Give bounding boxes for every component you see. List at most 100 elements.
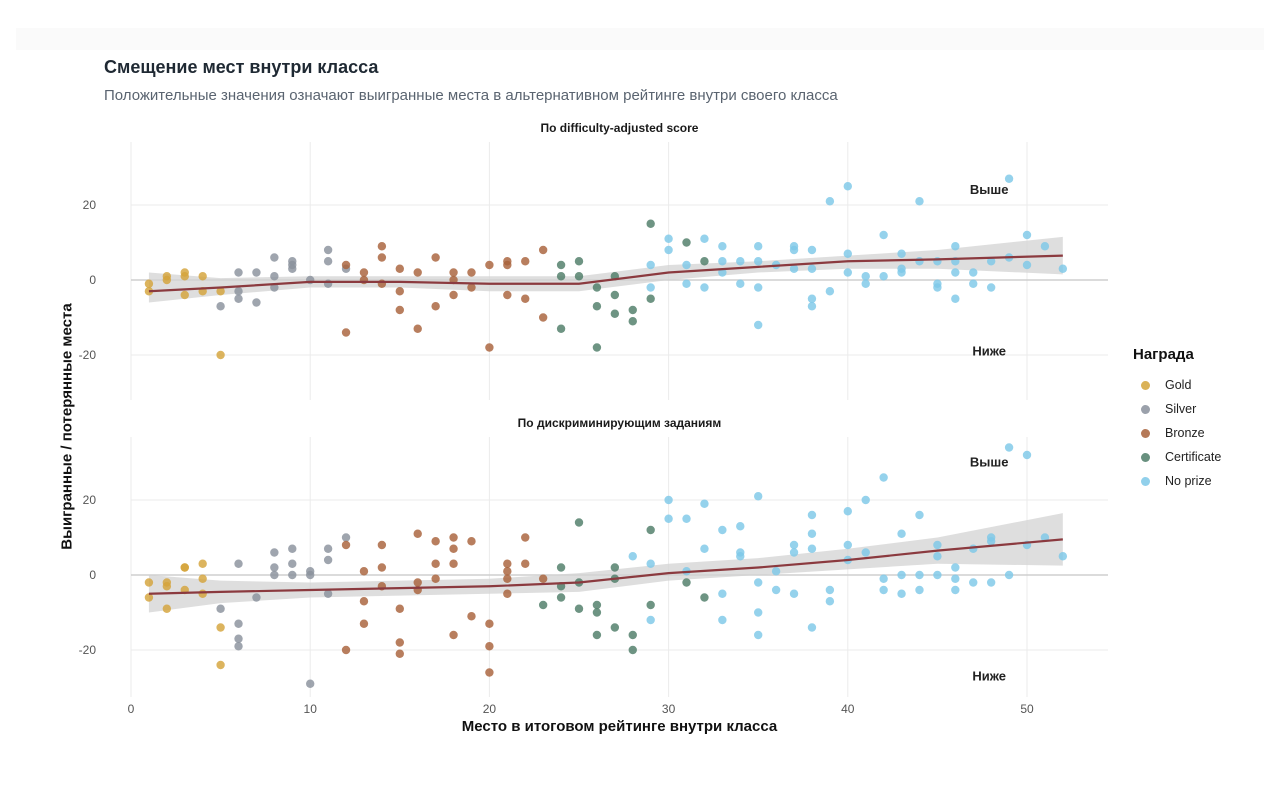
data-point-bronze	[341, 328, 351, 337]
data-point-certificate	[610, 623, 620, 632]
data-point-no-prize	[933, 540, 942, 550]
y-tick-label: -20	[79, 643, 97, 657]
data-point-no-prize	[915, 197, 924, 206]
facet-strip-top: По difficulty-adjusted score	[540, 121, 699, 135]
data-point-no-prize	[879, 473, 888, 482]
data-point-certificate	[556, 593, 566, 602]
data-point-silver	[234, 619, 243, 628]
data-point-silver	[323, 555, 333, 565]
legend-swatch-bronze	[1141, 428, 1150, 438]
data-point-silver	[270, 563, 279, 572]
legend-swatch-silver	[1141, 404, 1150, 414]
data-point-no-prize	[915, 510, 924, 520]
data-point-no-prize	[682, 260, 691, 270]
data-point-no-prize	[807, 302, 817, 311]
data-point-no-prize	[1004, 570, 1014, 580]
data-point-no-prize	[969, 279, 978, 288]
x-tick-label: 50	[1020, 702, 1034, 716]
data-point-bronze	[377, 253, 387, 262]
data-point-silver	[288, 559, 297, 568]
annotation-above: Выше	[970, 182, 1009, 197]
data-point-no-prize	[807, 245, 817, 255]
data-point-no-prize	[1058, 264, 1068, 273]
data-point-bronze	[395, 649, 404, 658]
data-point-silver	[323, 245, 333, 255]
data-point-no-prize	[1004, 174, 1014, 183]
header-band	[16, 28, 1264, 50]
data-point-certificate	[538, 600, 548, 610]
data-point-no-prize	[700, 499, 709, 508]
data-point-bronze	[521, 559, 530, 568]
data-point-bronze	[503, 260, 512, 270]
data-point-no-prize	[736, 522, 745, 531]
data-point-no-prize	[664, 234, 673, 243]
data-point-bronze	[377, 540, 387, 550]
annotation-above: Выше	[970, 455, 1009, 470]
data-point-certificate	[628, 630, 637, 640]
data-point-no-prize	[843, 182, 852, 191]
data-point-no-prize	[700, 544, 709, 553]
data-point-no-prize	[825, 197, 835, 206]
data-point-certificate	[592, 302, 602, 311]
data-point-bronze	[503, 290, 512, 300]
y-tick-label: 0	[89, 273, 96, 287]
data-point-silver	[234, 287, 243, 296]
data-point-silver	[252, 298, 261, 307]
legend-label-no-prize: No prize	[1165, 474, 1212, 488]
data-point-bronze	[503, 559, 512, 568]
data-point-no-prize	[628, 552, 637, 561]
annotation-below: Ниже	[972, 668, 1006, 683]
data-point-no-prize	[807, 294, 817, 303]
data-point-no-prize	[789, 264, 799, 273]
data-point-certificate	[556, 272, 566, 281]
data-point-silver	[216, 302, 225, 311]
data-point-bronze	[395, 305, 404, 315]
data-point-silver	[341, 533, 351, 542]
legend: Награда Gold Silver Bronze Certificate N…	[1133, 346, 1221, 493]
data-point-bronze	[449, 290, 458, 300]
data-point-bronze	[413, 268, 422, 277]
data-point-bronze	[538, 245, 548, 255]
data-point-silver	[234, 294, 243, 303]
data-point-silver	[288, 570, 297, 580]
data-point-no-prize	[843, 249, 852, 258]
data-point-bronze	[467, 612, 476, 621]
legend-item-silver: Silver	[1133, 397, 1221, 421]
data-point-no-prize	[736, 279, 745, 288]
data-point-no-prize	[861, 272, 870, 281]
data-point-bronze	[395, 638, 404, 647]
data-point-gold	[198, 574, 207, 583]
data-point-no-prize	[897, 529, 906, 538]
data-point-no-prize	[861, 279, 870, 288]
data-point-no-prize	[879, 230, 888, 240]
data-point-no-prize	[825, 585, 835, 595]
data-point-no-prize	[843, 268, 852, 277]
data-point-no-prize	[897, 268, 906, 277]
data-point-no-prize	[933, 552, 942, 561]
data-point-gold	[144, 593, 154, 602]
data-point-no-prize	[897, 249, 906, 258]
data-point-gold	[198, 559, 207, 568]
data-point-silver	[270, 272, 279, 281]
data-point-silver	[323, 257, 333, 266]
data-point-no-prize	[933, 570, 942, 580]
data-point-bronze	[395, 287, 404, 296]
data-point-no-prize	[789, 589, 799, 598]
data-point-no-prize	[807, 529, 817, 538]
data-point-bronze	[503, 567, 512, 576]
data-point-no-prize	[1058, 552, 1068, 561]
data-point-gold	[216, 623, 225, 632]
data-point-no-prize	[736, 552, 745, 561]
legend-item-gold: Gold	[1133, 373, 1221, 397]
data-point-no-prize	[1022, 230, 1032, 240]
data-point-gold	[180, 563, 189, 572]
x-tick-label: 40	[841, 702, 855, 716]
data-point-no-prize	[897, 589, 906, 598]
legend-label-bronze: Bronze	[1165, 426, 1205, 440]
data-point-bronze	[485, 642, 494, 651]
data-point-bronze	[359, 597, 369, 606]
x-tick-label: 0	[128, 702, 135, 716]
data-point-gold	[162, 275, 172, 285]
data-point-gold	[180, 272, 189, 281]
data-point-gold	[144, 279, 154, 288]
